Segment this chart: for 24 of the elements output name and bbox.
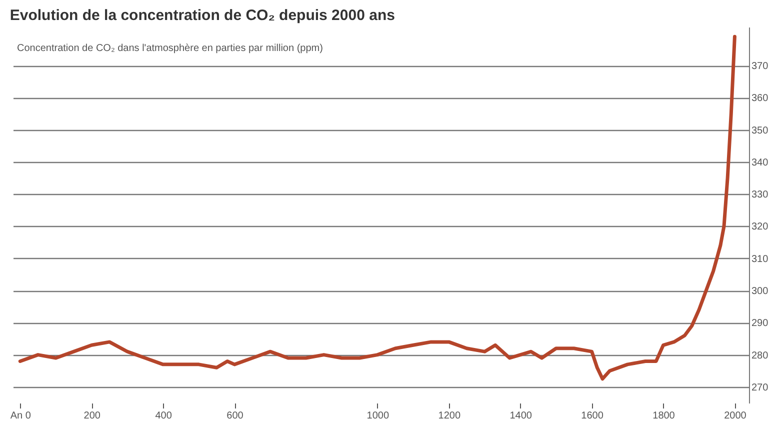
x-tick-label: An 0 xyxy=(10,410,32,422)
annotation: Concentration de CO₂ dans l'atmosphère en parties par million (ppm) xyxy=(17,43,323,54)
x-tick-label: 1400 xyxy=(510,410,532,422)
x-tick-label: 1200 xyxy=(438,410,461,422)
y-tick-label: 350 xyxy=(752,125,769,136)
y-tick-label: 310 xyxy=(752,254,769,265)
chart-title: Evolution de la concentration de CO₂ depuis 2000 ans xyxy=(10,7,395,24)
y-tick-label: 280 xyxy=(752,350,769,362)
y-tick-label: 300 xyxy=(752,286,769,298)
x-tick-label: 1600 xyxy=(581,410,604,422)
line-series xyxy=(18,34,736,381)
y-tick-label: 340 xyxy=(752,157,769,168)
y-tick-label: 290 xyxy=(752,318,769,330)
x-tick-label: 400 xyxy=(155,410,172,422)
y-tick-label: 360 xyxy=(752,93,769,104)
x-tick-label: 2000 xyxy=(724,410,747,422)
y-tick-label: 330 xyxy=(752,190,769,201)
y-tick-label: 320 xyxy=(752,222,769,233)
y-tick-label: 370 xyxy=(752,61,769,72)
x-tick-label: 1800 xyxy=(652,410,676,422)
y-tick-label: 270 xyxy=(752,382,769,394)
x-tick-label: 600 xyxy=(226,410,244,422)
x-tick-label: 1000 xyxy=(366,410,390,422)
x-tick-label: 200 xyxy=(84,410,101,422)
